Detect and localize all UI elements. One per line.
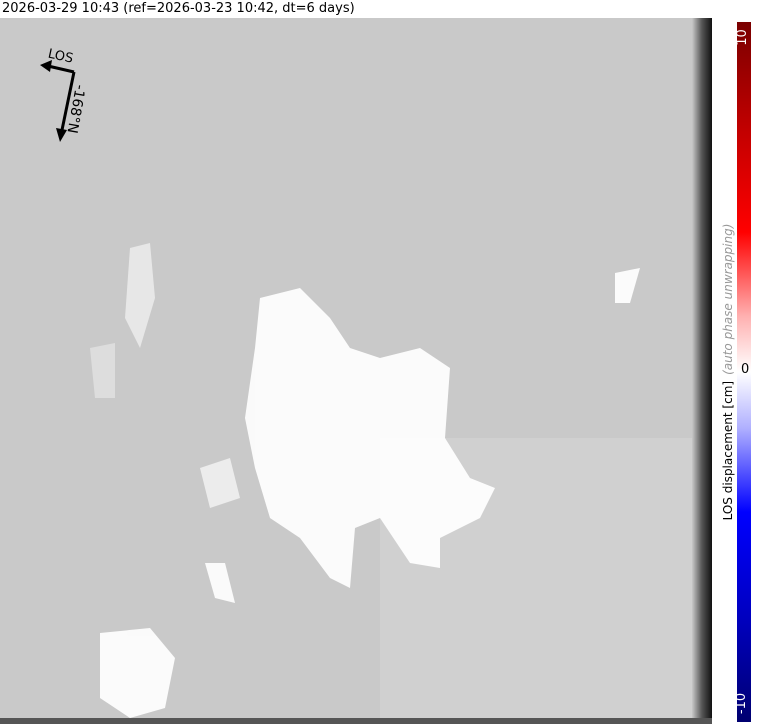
los-arrowhead-icon <box>40 60 52 72</box>
map-bottom-edge <box>0 718 712 724</box>
colorbar-axis-title: LOS displacement [cm] <box>721 380 735 521</box>
heading-arrowhead-icon <box>56 128 67 142</box>
displacement-map: LOS -168°N <box>0 18 712 724</box>
colorbar-note: (auto phase unwrapping) <box>721 223 735 375</box>
los-arrow-icon <box>47 64 76 131</box>
colorbar-axis-label: LOS displacement [cm] (auto phase unwrapp… <box>721 224 735 521</box>
colorbar <box>737 22 751 722</box>
colorbar-mid-label: 0 <box>741 362 750 377</box>
colorbar-min-label: -10 <box>734 692 750 715</box>
colorbar-max-label: 10 <box>734 29 750 46</box>
los-label: LOS <box>47 47 75 67</box>
incoherent-patches <box>90 243 640 718</box>
map-right-edge <box>692 18 712 724</box>
image-title: 2026-03-29 10:43 (ref=2026-03-23 10:42, … <box>2 1 355 16</box>
